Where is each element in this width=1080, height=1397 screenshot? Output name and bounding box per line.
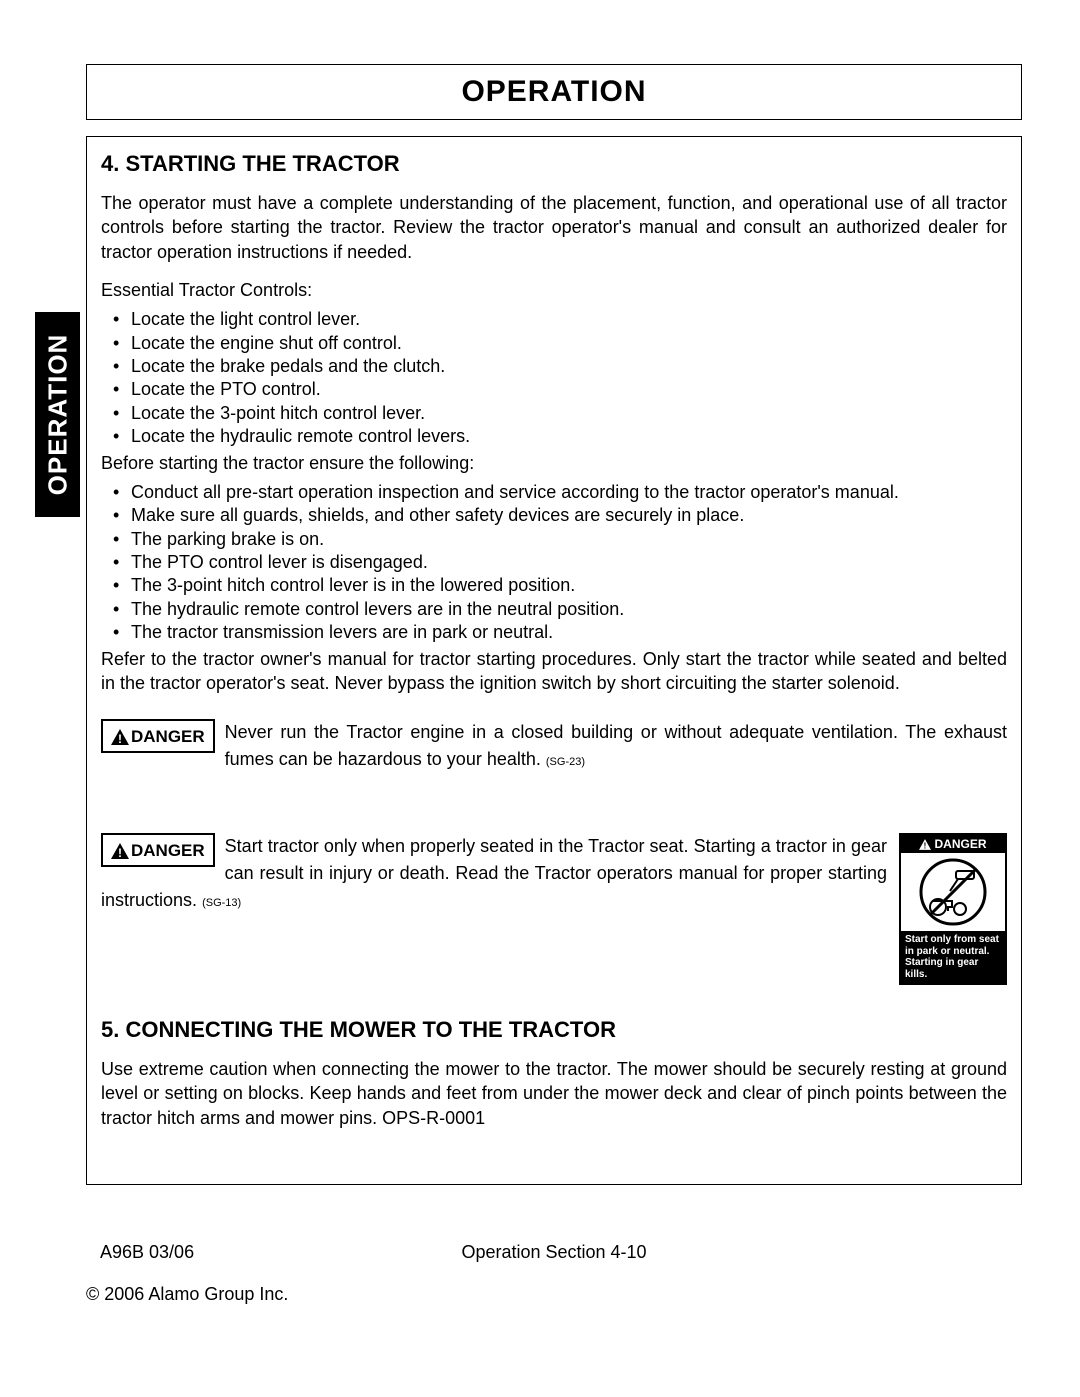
section5-heading: 5. CONNECTING THE MOWER TO THE TRACTOR (101, 1017, 1007, 1043)
list-item: Locate the hydraulic remote control leve… (101, 425, 1007, 448)
before-list: Conduct all pre-start operation inspecti… (101, 481, 1007, 645)
list-item: Locate the PTO control. (101, 378, 1007, 401)
danger2-text: Start tractor only when properly seated … (101, 833, 887, 914)
section4-heading: 4. STARTING THE TRACTOR (101, 151, 1007, 177)
side-tab-operation: OPERATION (35, 312, 80, 517)
danger2-main: ! DANGER Start tractor only when properl… (101, 833, 887, 914)
controls-list: Locate the light control lever. Locate t… (101, 308, 1007, 448)
list-item: The 3-point hitch control lever is in th… (101, 574, 1007, 597)
section4-refer: Refer to the tractor owner's manual for … (101, 647, 1007, 696)
tractor-key-icon (908, 857, 998, 927)
danger-label-text: DANGER (131, 727, 205, 747)
footer: A96B 03/06 Operation Section 4-10 (100, 1242, 1008, 1263)
danger-block-2-row: ! DANGER Start tractor only when properl… (101, 833, 1007, 985)
page-title: OPERATION (87, 75, 1021, 109)
danger1-body: Never run the Tractor engine in a closed… (225, 722, 1007, 769)
section5-body: Use extreme caution when connecting the … (101, 1059, 1007, 1128)
content-box: 4. STARTING THE TRACTOR The operator mus… (86, 136, 1022, 1185)
copyright: © 2006 Alamo Group Inc. (86, 1284, 288, 1305)
list-item: Locate the engine shut off control. (101, 332, 1007, 355)
list-item: Locate the 3-point hitch control lever. (101, 402, 1007, 425)
svg-text:!: ! (118, 732, 122, 745)
list-item: Locate the brake pedals and the clutch. (101, 355, 1007, 378)
danger1-ref: (SG-23) (546, 756, 585, 768)
list-item: The parking brake is on. (101, 528, 1007, 551)
warning-icon: ! (111, 843, 129, 859)
danger-label: ! DANGER (101, 833, 215, 867)
danger-image-header: ! DANGER (901, 835, 1005, 853)
danger-safety-image: ! DANGER Start only from seat in park or… (899, 833, 1007, 985)
section5-ref: OPS-R-0001 (382, 1108, 485, 1128)
svg-text:!: ! (118, 846, 122, 859)
danger-label-text: DANGER (131, 841, 205, 861)
list-item: The tractor transmission levers are in p… (101, 621, 1007, 644)
list-item: Conduct all pre-start operation inspecti… (101, 481, 1007, 504)
before-label: Before starting the tractor ensure the f… (101, 451, 1007, 475)
page-frame: OPERATION 4. STARTING THE TRACTOR The op… (86, 64, 1022, 1159)
danger-block-1: ! DANGER Never run the Tractor engine in… (101, 719, 1007, 773)
svg-text:!: ! (924, 841, 927, 850)
danger2-ref: (SG-13) (202, 897, 241, 909)
safety-pictogram (901, 853, 1005, 931)
section5-text: Use extreme caution when connecting the … (101, 1057, 1007, 1130)
danger-image-caption: Start only from seat in park or neutral.… (901, 931, 1005, 983)
section4-intro: The operator must have a complete unders… (101, 191, 1007, 264)
warning-icon: ! (111, 729, 129, 745)
controls-label: Essential Tractor Controls: (101, 278, 1007, 302)
danger-image-header-text: DANGER (934, 837, 986, 851)
doc-code: A96B 03/06 (100, 1242, 194, 1263)
list-item: The hydraulic remote control levers are … (101, 598, 1007, 621)
danger1-text: Never run the Tractor engine in a closed… (225, 719, 1007, 773)
danger-label: ! DANGER (101, 719, 215, 753)
list-item: Make sure all guards, shields, and other… (101, 504, 1007, 527)
title-box: OPERATION (86, 64, 1022, 120)
section-label: Operation Section 4-10 (100, 1242, 1008, 1263)
list-item: The PTO control lever is disengaged. (101, 551, 1007, 574)
side-tab-label: OPERATION (42, 334, 73, 496)
warning-icon: ! (919, 839, 931, 850)
list-item: Locate the light control lever. (101, 308, 1007, 331)
